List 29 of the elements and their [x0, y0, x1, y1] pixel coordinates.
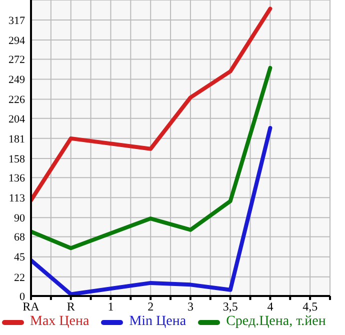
y-tick-label: 0: [20, 290, 26, 303]
legend-label: Max Цена: [29, 314, 90, 330]
x-tick-label: 3,5: [222, 300, 238, 314]
y-tick-label: 158: [8, 153, 26, 166]
x-tick-label: 3: [187, 300, 194, 314]
y-tick-label: 22: [14, 272, 25, 284]
y-tick-label: 181: [8, 133, 25, 146]
line-series: [31, 66, 272, 250]
x-tick-label: 2: [148, 300, 154, 314]
line-series: [31, 6, 272, 202]
legend-label: Min Цена: [128, 314, 186, 330]
y-tick-label: 204: [8, 113, 26, 126]
legend-label: Сред.Цена, т.йен: [225, 314, 326, 330]
x-tick-label: 4: [267, 300, 274, 314]
y-tick-label: 113: [8, 192, 26, 205]
y-tick-label: 90: [14, 212, 26, 225]
y-tick-label: 45: [14, 252, 26, 264]
y-tick-label: 294: [8, 34, 26, 47]
y-tick-label: 317: [8, 14, 26, 27]
x-tick-label: 4,5: [302, 300, 318, 314]
x-tick-label: 1: [108, 300, 114, 314]
y-tick-label: 136: [8, 172, 26, 185]
y-tick-label: 272: [8, 54, 25, 66]
x-tick-label: R: [66, 300, 75, 314]
y-tick-label: 249: [8, 74, 26, 86]
y-tick-label: 68: [14, 232, 26, 244]
x-tick-label: RA: [22, 300, 40, 314]
line-series: [31, 126, 272, 296]
y-tick-label: 226: [8, 94, 26, 106]
